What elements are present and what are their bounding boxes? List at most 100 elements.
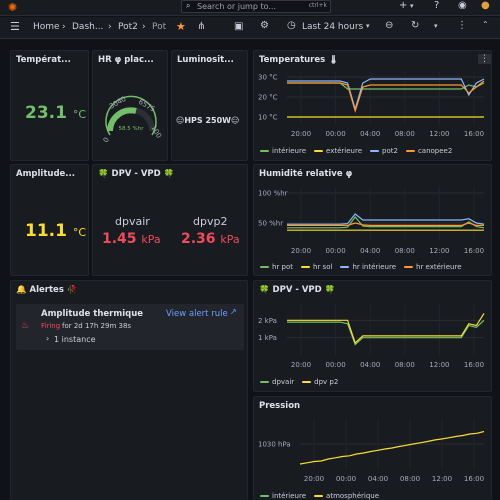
- chevron-down-icon[interactable]: ▾: [366, 22, 370, 30]
- gauge-fill: [107, 107, 137, 132]
- legend-swatch: [405, 150, 415, 152]
- chevron-down-icon[interactable]: ▾: [410, 2, 414, 10]
- legend-item[interactable]: hr extérieure: [404, 263, 462, 271]
- humidity-gauge-panel: HR φ plac... 0 3040 6575 100 58.5 %hr: [92, 50, 168, 161]
- chevron-down-icon[interactable]: ▾: [434, 22, 438, 30]
- legend-swatch: [370, 150, 380, 152]
- legend-swatch: [302, 381, 312, 383]
- x-tick-label: 20:00: [291, 130, 311, 138]
- fire-icon: ♨: [21, 321, 30, 331]
- help-icon[interactable]: ?: [434, 0, 440, 11]
- breadcrumb-sep: ›: [142, 22, 146, 32]
- legend-item[interactable]: extérieure: [314, 147, 362, 155]
- x-tick-label: 20:00: [291, 361, 311, 369]
- grafana-logo-icon[interactable]: ✺: [8, 1, 18, 14]
- x-tick-label: 00:00: [326, 247, 346, 255]
- dpv-stat-panel: 🍀 DPV - VPD 🍀 dpvair 1.45 kPa dpvp2 2.36…: [92, 164, 248, 276]
- legend-item[interactable]: hr sol: [301, 263, 332, 271]
- add-icon[interactable]: +: [399, 0, 408, 11]
- panel-title: 🍀 DPV - VPD 🍀: [98, 169, 175, 179]
- legend-swatch: [260, 150, 269, 152]
- legend-item[interactable]: dpv p2: [302, 378, 338, 386]
- x-tick-label: 12:00: [429, 361, 449, 369]
- pression-chart-svg: 1030 hPa 20:00 00:00 04:00 08:00 12:00 16:00: [258, 419, 485, 483]
- legend-item[interactable]: pot2: [370, 147, 398, 155]
- dpvair-unit: kPa: [141, 233, 161, 246]
- y-tick-label: 1030 hPa: [258, 441, 291, 449]
- panel-title: Luminosit...: [177, 55, 234, 65]
- view-alert-rule-link[interactable]: View alert rule: [166, 309, 228, 319]
- breadcrumb-dash[interactable]: Dash...: [72, 22, 104, 32]
- collapse-icon[interactable]: ⌃: [482, 20, 489, 29]
- series-line-3: [287, 222, 484, 227]
- legend-label: canopee2: [417, 147, 453, 155]
- panel-menu-icon[interactable]: ⋮: [478, 54, 491, 64]
- x-tick-label: 04:00: [360, 361, 380, 369]
- legend-item[interactable]: atmosphérique: [314, 492, 379, 500]
- legend-item[interactable]: dpvair: [260, 378, 294, 386]
- legend-item[interactable]: intérieure: [260, 147, 306, 155]
- star-icon[interactable]: ★: [176, 20, 186, 33]
- more-icon[interactable]: ⋮: [457, 20, 467, 31]
- top-bar: ✺ ⌕ Search or jump to... ctrl+k + ▾ ? ◉ …: [0, 0, 500, 16]
- gauge-value: 58.5 %hr: [119, 126, 145, 132]
- amplitude-value: 11.1 °C: [25, 221, 86, 241]
- humidity-chart-panel: Humidité relative φ 100 %hr 50 %hr 20:00 00…: [253, 164, 492, 276]
- external-link-icon[interactable]: ↗: [230, 307, 237, 316]
- legend-label: atmosphérique: [326, 492, 380, 500]
- temperature-unit: °C: [72, 108, 87, 121]
- x-tick-label: 16:00: [464, 130, 484, 138]
- chart-legend: intérieure atmosphérique: [260, 492, 379, 500]
- time-range-picker[interactable]: Last 24 hours: [302, 22, 364, 32]
- luminosity-stat-panel: Luminosit... 😑HPS 250W😑: [171, 50, 248, 161]
- y-tick-label: 30 °C: [258, 74, 278, 82]
- search-icon: ⌕: [186, 1, 191, 10]
- gauge-unit: %hr: [133, 126, 145, 132]
- share-icon[interactable]: ⋔: [197, 21, 206, 32]
- legend-swatch: [260, 266, 269, 268]
- chevron-right-icon[interactable]: ›: [46, 334, 50, 343]
- humidite-chart-svg: 100 %hr 50 %hr 20:00 00:00 04:00 08:00 12:00 16…: [258, 187, 485, 255]
- refresh-icon[interactable]: ↻: [411, 20, 420, 31]
- series-line-2: [287, 213, 485, 225]
- clock-icon[interactable]: ◷: [287, 20, 296, 31]
- x-tick-label: 12:00: [429, 130, 449, 138]
- search-input[interactable]: Search or jump to...: [197, 2, 276, 11]
- x-tick-label: 20:00: [304, 475, 324, 483]
- legend-item[interactable]: canopee2: [405, 147, 453, 155]
- alert-state: Firing: [41, 322, 61, 330]
- breadcrumb-pot2[interactable]: Pot2: [118, 22, 138, 32]
- legend-item[interactable]: hr pot: [260, 263, 293, 271]
- x-tick-label: 08:00: [400, 475, 420, 483]
- panel-title: 🔔 Alertes 🥀: [16, 285, 78, 295]
- alert-item[interactable]: ♨ Amplitude thermique View alert rule ↗ …: [16, 304, 244, 350]
- dpvair-number: 1.45: [102, 231, 137, 247]
- zoom-out-icon[interactable]: ⊖: [385, 20, 394, 31]
- search-shortcut: ctrl+k: [308, 2, 327, 9]
- amplitude-stat-panel: Amplitude... 11.1 °C: [10, 164, 89, 276]
- settings-icon[interactable]: ⚙: [260, 20, 269, 31]
- search-box[interactable]: ⌕ Search or jump to... ctrl+k: [181, 0, 331, 13]
- alerts-panel: 🔔 Alertes 🥀 ♨ Amplitude thermique View a…: [10, 280, 248, 500]
- y-tick-label: 2 kPa: [258, 317, 277, 325]
- news-icon[interactable]: ◉: [458, 0, 467, 11]
- pressure-chart-panel: Pression 1030 hPa 20:00 00:00 04:00 08:00 12:…: [253, 396, 492, 500]
- dpvair-value: 1.45 kPa: [102, 231, 161, 247]
- y-tick-label: 1 kPa: [258, 334, 277, 342]
- x-tick-label: 12:00: [432, 475, 452, 483]
- series-line-0: [287, 216, 485, 229]
- avatar[interactable]: ●: [481, 0, 490, 11]
- x-tick-label: 16:00: [464, 475, 484, 483]
- series-line-1: [299, 430, 485, 465]
- breadcrumb-home[interactable]: Home: [33, 22, 60, 32]
- x-tick-label: 04:00: [368, 475, 388, 483]
- panel-title: Amplitude...: [16, 169, 75, 179]
- gauge-tick-3: 100: [149, 124, 163, 140]
- save-icon[interactable]: ▣: [234, 21, 244, 32]
- menu-icon[interactable]: ☰: [10, 20, 20, 33]
- legend-label: hr sol: [313, 263, 333, 271]
- series-line-0: [287, 82, 485, 90]
- alert-instances[interactable]: 1 instance: [54, 335, 96, 344]
- legend-item[interactable]: hr intérieure: [340, 263, 396, 271]
- legend-item[interactable]: intérieure: [260, 492, 306, 500]
